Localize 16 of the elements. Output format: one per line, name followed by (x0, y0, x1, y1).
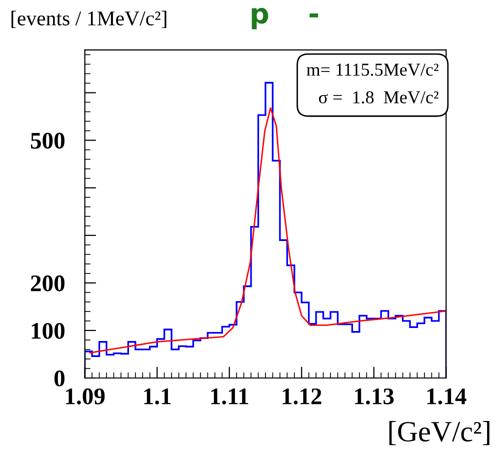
annotation: σ = 1.8 MeV/c² (318, 91, 438, 104)
x-tick-label: 1.14 (427, 388, 466, 404)
y-tick-label: 200 (30, 275, 64, 292)
y-tick-label: 100 (32, 322, 64, 339)
line-series (89, 107, 446, 354)
x-axis-title: [GeV/c²] (389, 421, 490, 446)
chart-title: p - (252, 8, 318, 30)
x-tick-label: 1.12 (282, 388, 322, 404)
x-tick-label: 1.11 (211, 388, 248, 404)
y-axis-title: [events / 1MeV/c²] (12, 10, 166, 28)
x-tick-label: 1.1 (144, 388, 171, 404)
x-tick-label: 1.09 (66, 388, 105, 404)
y-tick-label: 0 (54, 370, 64, 386)
x-tick-label: 1.13 (355, 388, 394, 404)
annotation: m= 1115.5MeV/c² (306, 64, 438, 76)
y-tick-label: 500 (30, 132, 64, 149)
